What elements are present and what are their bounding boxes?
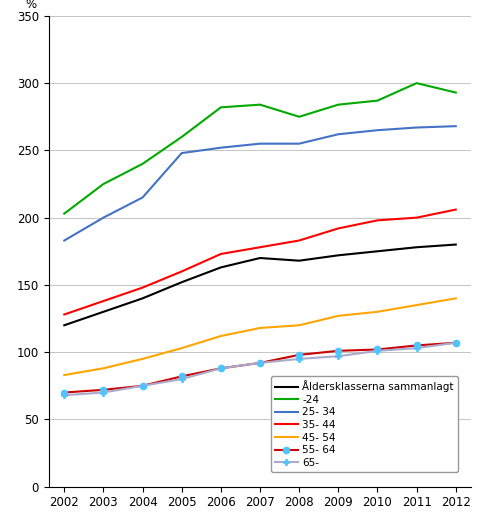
Line: 55- 64: 55- 64 — [61, 339, 459, 396]
25- 34 — [257, 141, 263, 147]
Line: 65-: 65- — [61, 339, 459, 399]
65- — [61, 392, 67, 398]
-24 — [179, 134, 185, 140]
Line: 35- 44: 35- 44 — [64, 209, 456, 315]
Åldersklasserna sammanlagt — [296, 258, 302, 264]
25- 34 — [453, 123, 459, 130]
Line: 45- 54: 45- 54 — [64, 298, 456, 375]
55- 64 — [335, 348, 341, 354]
35- 44 — [61, 312, 67, 318]
55- 64 — [414, 342, 419, 349]
Åldersklasserna sammanlagt — [257, 255, 263, 261]
Legend: Åldersklasserna sammanlagt, -24, 25- 34, 35- 44, 45- 54, 55- 64, 65-: Åldersklasserna sammanlagt, -24, 25- 34,… — [271, 376, 458, 472]
-24 — [296, 114, 302, 120]
55- 64 — [257, 360, 263, 366]
35- 44 — [453, 206, 459, 213]
25- 34 — [375, 127, 381, 133]
Line: 25- 34: 25- 34 — [64, 126, 456, 241]
65- — [335, 353, 341, 359]
45- 54 — [375, 308, 381, 315]
Åldersklasserna sammanlagt — [375, 248, 381, 254]
35- 44 — [375, 217, 381, 224]
-24 — [414, 80, 419, 86]
-24 — [453, 89, 459, 96]
45- 54 — [139, 355, 145, 362]
Åldersklasserna sammanlagt — [218, 264, 224, 271]
35- 44 — [139, 285, 145, 291]
65- — [218, 365, 224, 371]
-24 — [218, 104, 224, 111]
Åldersklasserna sammanlagt — [335, 252, 341, 259]
45- 54 — [257, 325, 263, 331]
-24 — [335, 102, 341, 108]
55- 64 — [179, 373, 185, 379]
35- 44 — [257, 244, 263, 250]
55- 64 — [61, 389, 67, 396]
Line: -24: -24 — [64, 83, 456, 214]
35- 44 — [335, 225, 341, 232]
65- — [139, 382, 145, 389]
55- 64 — [453, 340, 459, 346]
25- 34 — [296, 141, 302, 147]
-24 — [101, 181, 106, 187]
45- 54 — [218, 333, 224, 339]
65- — [101, 389, 106, 396]
Åldersklasserna sammanlagt — [179, 279, 185, 285]
Åldersklasserna sammanlagt — [139, 295, 145, 302]
25- 34 — [101, 214, 106, 221]
45- 54 — [296, 322, 302, 329]
35- 44 — [296, 238, 302, 244]
55- 64 — [218, 365, 224, 371]
45- 54 — [414, 302, 419, 308]
45- 54 — [61, 372, 67, 378]
65- — [257, 360, 263, 366]
55- 64 — [375, 346, 381, 353]
Line: Åldersklasserna sammanlagt: Åldersklasserna sammanlagt — [64, 244, 456, 325]
Åldersklasserna sammanlagt — [101, 308, 106, 315]
25- 34 — [139, 194, 145, 200]
25- 34 — [414, 124, 419, 131]
Åldersklasserna sammanlagt — [453, 241, 459, 248]
25- 34 — [179, 150, 185, 156]
55- 64 — [139, 382, 145, 389]
65- — [296, 355, 302, 362]
25- 34 — [61, 238, 67, 244]
45- 54 — [179, 345, 185, 351]
Text: %: % — [25, 0, 36, 11]
Åldersklasserna sammanlagt — [414, 244, 419, 250]
Åldersklasserna sammanlagt — [61, 322, 67, 329]
-24 — [257, 102, 263, 108]
65- — [179, 376, 185, 382]
25- 34 — [335, 131, 341, 138]
65- — [375, 348, 381, 354]
35- 44 — [101, 298, 106, 304]
45- 54 — [335, 313, 341, 319]
-24 — [139, 161, 145, 167]
35- 44 — [179, 268, 185, 275]
25- 34 — [218, 144, 224, 151]
55- 64 — [101, 387, 106, 393]
-24 — [375, 97, 381, 104]
45- 54 — [453, 295, 459, 302]
65- — [414, 345, 419, 351]
35- 44 — [414, 214, 419, 221]
45- 54 — [101, 365, 106, 371]
35- 44 — [218, 251, 224, 257]
-24 — [61, 211, 67, 217]
65- — [453, 340, 459, 346]
55- 64 — [296, 352, 302, 358]
